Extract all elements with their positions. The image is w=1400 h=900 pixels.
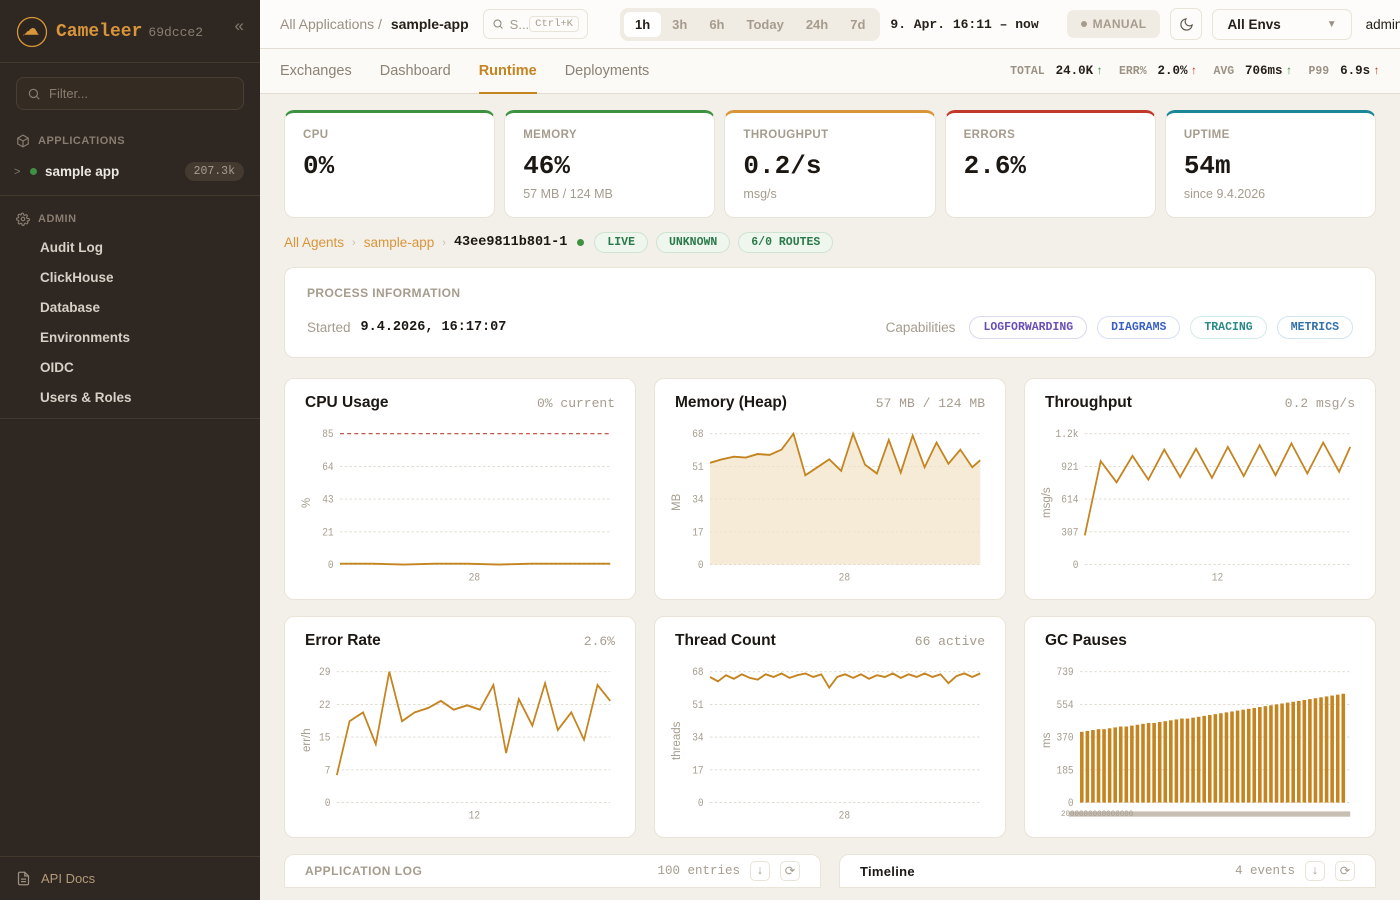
svg-text:43: 43 [322,495,333,507]
svg-text:370: 370 [1056,733,1073,745]
svg-text:28: 28 [839,573,850,584]
svg-text:68: 68 [692,668,703,680]
svg-text:34: 34 [692,733,703,745]
svg-text:12: 12 [469,811,480,822]
svg-text:22: 22 [319,701,330,713]
svg-text:0: 0 [328,561,334,573]
svg-text:17: 17 [692,528,703,540]
svg-text:554: 554 [1056,701,1073,713]
svg-text:921: 921 [1061,463,1078,475]
svg-text:0: 0 [1073,561,1079,573]
svg-text:185: 185 [1056,766,1073,778]
svg-text:64: 64 [322,463,333,475]
svg-text:34: 34 [692,495,703,507]
svg-text:17: 17 [692,766,703,778]
svg-text:0: 0 [698,561,704,573]
svg-text:2000000000000000: 2000000000000000 [1061,809,1134,818]
svg-text:68: 68 [692,430,703,442]
svg-text:15: 15 [319,733,330,745]
svg-text:0: 0 [1068,799,1074,811]
svg-text:29: 29 [319,668,330,680]
svg-text:307: 307 [1061,528,1078,540]
svg-text:7: 7 [325,766,331,778]
svg-text:614: 614 [1061,495,1078,507]
svg-text:28: 28 [469,573,480,584]
svg-text:0: 0 [698,799,704,811]
svg-text:1.2k: 1.2k [1056,429,1079,442]
svg-text:21: 21 [322,528,333,540]
svg-text:51: 51 [692,701,703,713]
svg-text:739: 739 [1056,668,1073,680]
svg-text:85: 85 [322,430,333,442]
svg-text:28: 28 [839,811,850,822]
svg-text:12: 12 [1212,573,1223,584]
svg-text:0: 0 [325,799,331,811]
svg-text:51: 51 [692,463,703,475]
